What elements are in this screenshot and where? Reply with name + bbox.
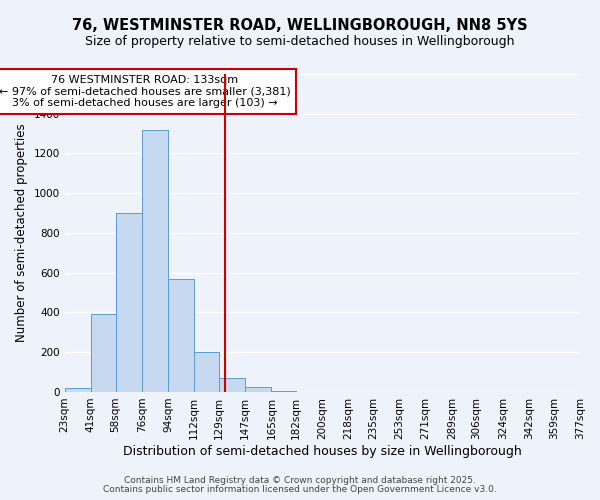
Bar — [245, 387, 271, 392]
Bar — [219, 378, 245, 392]
X-axis label: Distribution of semi-detached houses by size in Wellingborough: Distribution of semi-detached houses by … — [123, 444, 522, 458]
Bar — [116, 213, 142, 392]
Bar — [194, 352, 219, 392]
Text: Contains HM Land Registry data © Crown copyright and database right 2025.: Contains HM Land Registry data © Crown c… — [124, 476, 476, 485]
Bar — [168, 278, 194, 392]
Text: Size of property relative to semi-detached houses in Wellingborough: Size of property relative to semi-detach… — [85, 35, 515, 48]
Bar — [65, 388, 91, 392]
Bar — [271, 391, 296, 392]
Bar — [91, 314, 116, 392]
Y-axis label: Number of semi-detached properties: Number of semi-detached properties — [15, 124, 28, 342]
Bar — [142, 130, 168, 392]
Text: Contains public sector information licensed under the Open Government Licence v3: Contains public sector information licen… — [103, 485, 497, 494]
Text: 76, WESTMINSTER ROAD, WELLINGBOROUGH, NN8 5YS: 76, WESTMINSTER ROAD, WELLINGBOROUGH, NN… — [72, 18, 528, 32]
Text: 76 WESTMINSTER ROAD: 133sqm
← 97% of semi-detached houses are smaller (3,381)
3%: 76 WESTMINSTER ROAD: 133sqm ← 97% of sem… — [0, 75, 290, 108]
